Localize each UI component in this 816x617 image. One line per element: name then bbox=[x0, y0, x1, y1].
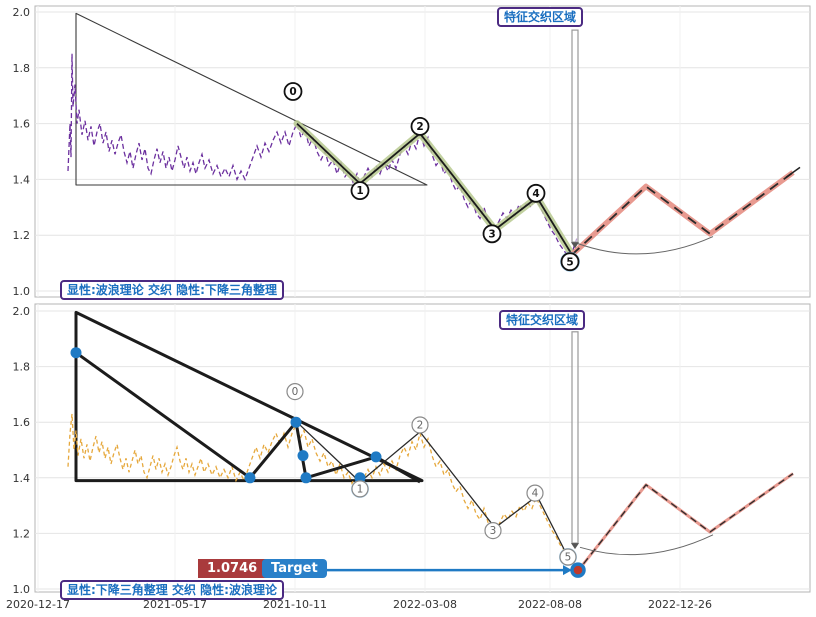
triangle-zigzag-line bbox=[75, 351, 421, 484]
y-tick-label: 1.6 bbox=[13, 118, 31, 131]
target-dot bbox=[570, 562, 586, 578]
wave-number: 1 bbox=[356, 185, 363, 197]
wave-number: 0 bbox=[292, 386, 299, 398]
feature-zone-marker bbox=[571, 29, 579, 243]
y-tick-label: 2.0 bbox=[13, 305, 31, 318]
feature-zone-marker-tip bbox=[571, 543, 579, 550]
wave-number-circle bbox=[410, 117, 430, 136]
wave-number: 2 bbox=[417, 420, 424, 432]
y-tick-label: 1.4 bbox=[13, 173, 31, 186]
pattern-point-dot bbox=[354, 472, 366, 484]
wave-number-circle bbox=[350, 181, 370, 201]
y-tick-label: 1.0 bbox=[13, 583, 31, 596]
pattern-point-dot bbox=[300, 472, 312, 484]
pattern-point-dot bbox=[244, 472, 256, 484]
x-tick-label: 2022-12-26 bbox=[648, 598, 712, 611]
pattern-point-dot bbox=[370, 451, 382, 463]
x-tick-label: 2021-10-11 bbox=[263, 598, 327, 611]
wave-number: 5 bbox=[565, 552, 572, 564]
y-tick-label: 1.4 bbox=[13, 472, 31, 485]
forecast-dashed-line bbox=[571, 171, 794, 256]
x-tick-label: 2022-03-08 bbox=[393, 598, 457, 611]
target-price-box: 1.0746 bbox=[198, 559, 267, 578]
wave-number-circle bbox=[484, 521, 502, 540]
wave-number-circle bbox=[482, 224, 502, 244]
target-arrowhead bbox=[563, 565, 572, 576]
feature-zone-marker bbox=[571, 331, 579, 544]
y-tick-label: 1.6 bbox=[13, 416, 31, 429]
pattern-point-dot bbox=[290, 416, 302, 428]
wave-line bbox=[296, 421, 569, 558]
forecast-end-tick bbox=[785, 166, 801, 179]
y-tick-label: 1.2 bbox=[13, 229, 31, 242]
bottom-caption: 显性:下降三角整理 交织 隐性:波浪理论 bbox=[60, 580, 284, 600]
wave-number: 4 bbox=[532, 488, 539, 500]
wave-number-circle bbox=[286, 383, 304, 401]
x-tick-label: 2022-08-08 bbox=[518, 598, 582, 611]
panel-border-bottom bbox=[34, 303, 811, 593]
x-tick-label: 2021-05-17 bbox=[143, 598, 207, 611]
wave-line bbox=[296, 122, 573, 256]
wave-number: 5 bbox=[566, 256, 573, 268]
wave-number-circle bbox=[351, 480, 369, 498]
wave-number: 0 bbox=[289, 86, 296, 98]
wave-number: 1 bbox=[357, 484, 364, 496]
y-tick-label: 1.0 bbox=[13, 285, 31, 298]
wave-number-circle bbox=[411, 416, 429, 434]
price-line bbox=[67, 53, 578, 259]
price-line bbox=[67, 413, 577, 563]
y-tick-label: 1.8 bbox=[13, 361, 31, 374]
wave-number: 4 bbox=[532, 188, 539, 200]
pattern-point-dot bbox=[70, 347, 82, 359]
wave-number-circle bbox=[526, 484, 544, 502]
wave-number: 2 bbox=[416, 121, 423, 133]
feature-zone-marker-tip bbox=[571, 242, 579, 249]
target-button[interactable]: Target bbox=[262, 559, 327, 578]
pattern-point-dot bbox=[297, 450, 309, 462]
wave-number-circle bbox=[526, 183, 546, 203]
x-tick-label: 2020-12-17 bbox=[6, 598, 70, 611]
arc-annotation bbox=[579, 534, 714, 556]
forecast-dashed-line bbox=[567, 473, 794, 571]
wave-number: 3 bbox=[490, 525, 497, 537]
y-tick-label: 1.2 bbox=[13, 527, 31, 540]
top-feature-zone-label: 特征交织区域 bbox=[497, 7, 584, 27]
wave-number-circle bbox=[559, 548, 577, 566]
arc-annotation bbox=[577, 236, 714, 255]
wave-number-circle bbox=[283, 82, 303, 101]
wave-number-circle bbox=[560, 252, 580, 272]
bottom-feature-zone-label: 特征交织区域 bbox=[499, 310, 586, 330]
y-tick-label: 1.8 bbox=[13, 62, 31, 75]
top-caption: 显性:波浪理论 交织 隐性:下降三角整理 bbox=[60, 280, 284, 300]
wave-number: 3 bbox=[488, 228, 495, 240]
y-tick-label: 2.0 bbox=[13, 6, 31, 19]
